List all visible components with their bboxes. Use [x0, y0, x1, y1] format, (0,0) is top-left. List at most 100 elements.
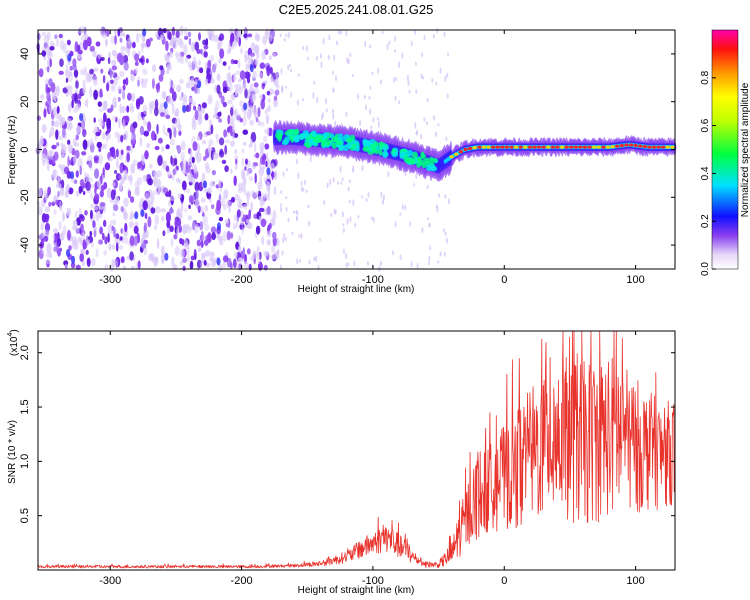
faint-dot [437, 123, 440, 127]
ridge-max [656, 145, 661, 149]
ridge-max [550, 145, 556, 149]
noise-blob [208, 139, 214, 146]
ridge-max [463, 147, 468, 151]
noise-blob [266, 239, 272, 246]
ridge-max [624, 143, 629, 147]
ridge-highlight [331, 142, 338, 149]
noise-blob [216, 137, 219, 143]
noise-blob [86, 239, 91, 245]
ridge-max [615, 144, 620, 148]
noise-blob [267, 127, 273, 137]
noise-blob [178, 179, 182, 184]
noise-blob [119, 103, 122, 114]
ridge-max [523, 145, 528, 149]
noise-blob [267, 193, 270, 201]
noise-blob [102, 167, 105, 176]
noise-blob [203, 156, 207, 161]
noise-blob [218, 179, 222, 188]
noise-blob [48, 251, 53, 259]
noise-blob [93, 206, 99, 211]
noise-blob [120, 45, 126, 52]
faint-dot [387, 171, 390, 178]
faint-dot [377, 121, 380, 128]
spectrogram-x-tick-label: -200 [231, 274, 253, 286]
noise-blob [38, 68, 44, 78]
noise-blob [194, 198, 200, 209]
faint-dot [312, 91, 315, 99]
noise-blob [273, 98, 279, 108]
ridge-max [454, 152, 459, 156]
noise-blob [93, 228, 97, 238]
faint-dot [320, 61, 323, 69]
noise-blob [230, 168, 233, 175]
noise-blob [82, 239, 86, 250]
faint-dot [364, 40, 367, 48]
noise-blob [249, 139, 253, 148]
faint-dot [305, 45, 308, 52]
noise-blob [138, 57, 144, 63]
faint-dot [293, 210, 295, 214]
noise-blob [149, 163, 153, 169]
faint-dot [445, 136, 448, 142]
noise-blob [58, 70, 64, 75]
spectrogram-y-tick-label: 0 [19, 146, 31, 152]
noise-blob [51, 144, 57, 150]
noise-blob [113, 226, 116, 238]
faint-dot [345, 252, 348, 260]
noise-blob [154, 256, 159, 266]
noise-blob [151, 130, 156, 141]
noise-blob [228, 206, 231, 213]
colorbar-tick-label: 0.6 [700, 118, 711, 132]
faint-dot [439, 67, 442, 74]
noise-blob [226, 79, 229, 84]
noise-blob [270, 253, 277, 260]
noise-blob [247, 221, 253, 230]
faint-dot [347, 262, 350, 266]
faint-dot [285, 33, 288, 38]
faint-dot [438, 193, 441, 198]
noise-blob [60, 187, 65, 197]
faint-dot [342, 227, 345, 234]
noise-blob [62, 117, 66, 125]
faint-dot [363, 94, 366, 100]
noise-blob [263, 135, 268, 143]
noise-blob [54, 86, 60, 92]
noise-blob [102, 75, 106, 84]
noise-blob [226, 230, 231, 241]
noise-blob [272, 209, 277, 221]
noise-blob [141, 42, 145, 49]
noise-blob [175, 165, 179, 171]
faint-dot [345, 262, 348, 268]
noise-blob [223, 129, 228, 138]
noise-blob [55, 199, 60, 206]
noise-blob [176, 84, 182, 93]
noise-blob [117, 96, 121, 102]
ridge-max [642, 145, 647, 149]
noise-blob [53, 196, 57, 201]
noise-blob [170, 138, 175, 146]
noise-blob [218, 150, 225, 158]
noise-blob [43, 235, 49, 242]
faint-dot [297, 172, 300, 180]
noise-blob [192, 56, 197, 65]
noise-blob [149, 193, 155, 204]
faint-dot [343, 248, 345, 255]
faint-dot [300, 180, 303, 187]
noise-blob [168, 208, 174, 214]
noise-blob [160, 208, 166, 213]
noise-blob [161, 90, 167, 100]
faint-dot [435, 81, 438, 86]
noise-blob [72, 138, 77, 147]
noise-blob [234, 194, 240, 201]
noise-blob [66, 39, 71, 46]
faint-dot [345, 111, 348, 118]
noise-blob [58, 220, 62, 231]
faint-dot [332, 176, 335, 183]
noise-blob [160, 34, 164, 41]
noise-blob [114, 34, 117, 45]
noise-blob [269, 66, 273, 75]
ridge-highlight [399, 151, 407, 158]
noise-blob [71, 99, 74, 109]
noise-blob [56, 237, 62, 247]
faint-dot [279, 203, 282, 207]
